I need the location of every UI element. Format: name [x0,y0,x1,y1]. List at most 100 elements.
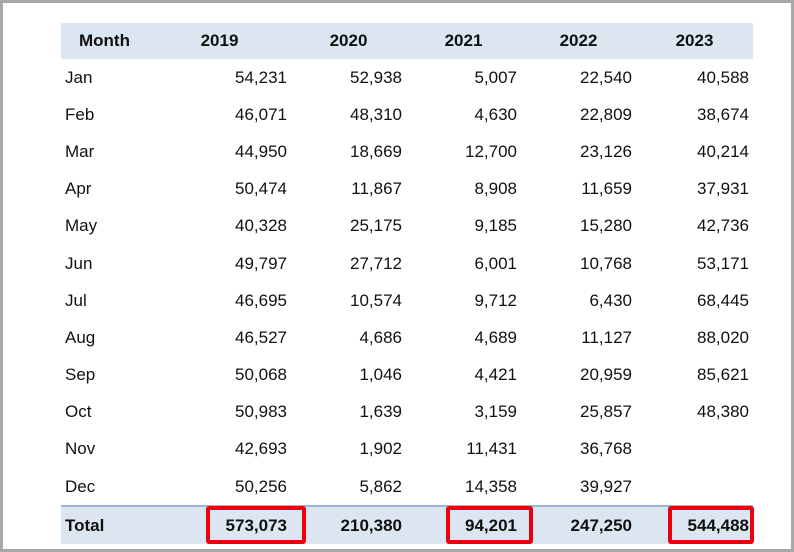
header-2021: 2021 [406,23,521,59]
value-cell: 1,902 [359,439,402,459]
highlight-box-2023-total [668,506,754,544]
value-cell: 46,071 [235,104,287,124]
table-row: Nov 42,693 1,902 11,431 36,768 [61,431,753,468]
value-cell: 14,358 [465,476,517,496]
month-cell: Apr [65,179,92,199]
value-cell: 54,231 [235,67,287,87]
month-cell: Mar [65,141,95,161]
value-cell: 48,380 [697,402,749,422]
value-cell: 22,540 [580,67,632,87]
value-cell: 23,126 [580,141,632,161]
value-cell: 46,695 [235,290,287,310]
value-cell: 52,938 [350,67,402,87]
table-row: Aug 46,527 4,686 4,689 11,127 88,020 [61,319,753,356]
value-cell: 48,310 [350,104,402,124]
value-cell: 25,857 [580,402,632,422]
value-cell: 11,867 [351,179,402,199]
highlight-box-2021-total [446,506,533,544]
value-cell: 5,862 [359,476,402,496]
table-row: Oct 50,983 1,639 3,159 25,857 48,380 [61,394,753,431]
value-cell: 1,639 [359,402,402,422]
table-row: Sep 50,068 1,046 4,421 20,959 85,621 [61,357,753,394]
month-cell: Jan [65,67,93,87]
value-cell: 11,431 [466,439,517,459]
value-cell: 9,712 [474,290,517,310]
total-2020: 210,380 [291,505,406,545]
table-row: Jul 46,695 10,574 9,712 6,430 68,445 [61,282,753,319]
value-cell: 25,175 [350,216,402,236]
table-row: Dec 50,256 5,862 14,358 39,927 [61,468,753,506]
month-cell: Oct [65,402,92,422]
value-cell: 39,927 [580,476,632,496]
header-month: Month [61,23,148,59]
month-cell: Feb [65,104,95,124]
month-cell: Sep [65,365,96,385]
table-row: Jun 49,797 27,712 6,001 10,768 53,171 [61,245,753,282]
value-cell: 1,046 [359,365,402,385]
value-cell: 36,768 [580,439,632,459]
table-row: Mar 44,950 18,669 12,700 23,126 40,214 [61,133,753,170]
header-2022: 2022 [521,23,636,59]
value-cell: 50,068 [235,365,287,385]
header-2019: 2019 [148,23,291,59]
value-cell: 50,474 [235,179,287,199]
value-cell: 53,171 [697,253,749,273]
value-cell: 12,700 [465,141,517,161]
total-2023: 544,488 [636,505,753,545]
month-cell: Jul [65,290,87,310]
total-2019: 573,073 [148,505,291,545]
value-cell: 8,908 [474,179,517,199]
value-cell [636,468,753,506]
value-cell: 40,328 [235,216,287,236]
month-cell: Jun [65,253,93,273]
spreadsheet-page: Month 2019 2020 2021 2022 2023 Jan 54,23… [3,3,791,549]
table-row: Feb 46,071 48,310 4,630 22,809 38,674 [61,96,753,133]
value-cell: 44,950 [235,141,287,161]
month-cell: Aug [65,327,96,347]
value-cell: 4,689 [474,327,517,347]
value-cell: 20,959 [580,365,632,385]
month-cell: May [65,216,98,236]
value-cell: 27,712 [350,253,402,273]
highlight-box-2019-total [206,506,306,544]
value-cell: 42,693 [235,439,287,459]
value-cell: 50,983 [235,402,287,422]
value-cell: 15,280 [580,216,632,236]
value-cell: 46,527 [235,327,287,347]
total-row: Total 573,073 210,380 94,201 247,250 544… [61,505,753,545]
value-cell: 85,621 [697,365,749,385]
value-cell: 4,686 [359,327,402,347]
month-cell: Nov [65,439,96,459]
value-cell: 11,127 [581,327,632,347]
value-cell: 10,574 [350,290,402,310]
value-cell: 10,768 [580,253,632,273]
value-cell: 11,659 [581,179,632,199]
value-cell: 3,159 [474,402,517,422]
value-cell: 5,007 [474,67,517,87]
header-row: Month 2019 2020 2021 2022 2023 [61,23,753,59]
table-row: Apr 50,474 11,867 8,908 11,659 37,931 [61,171,753,208]
table-row: May 40,328 25,175 9,185 15,280 42,736 [61,208,753,245]
header-2020: 2020 [291,23,406,59]
header-2023: 2023 [636,23,753,59]
table-row: Jan 54,231 52,938 5,007 22,540 40,588 [61,59,753,96]
value-cell: 50,256 [235,476,287,496]
value-cell: 88,020 [697,327,749,347]
value-cell: 68,445 [697,290,749,310]
value-cell: 6,430 [589,290,632,310]
value-cell: 49,797 [235,253,287,273]
value-cell: 38,674 [697,104,749,124]
value-cell: 4,630 [474,104,517,124]
value-cell: 37,931 [697,179,749,199]
value-cell: 4,421 [474,365,517,385]
value-cell: 6,001 [474,253,517,273]
value-cell: 22,809 [580,104,632,124]
value-cell: 18,669 [350,141,402,161]
value-cell: 40,588 [697,67,749,87]
month-cell: Dec [65,476,96,496]
value-cell: 40,214 [697,141,749,161]
value-cell [636,431,753,468]
value-cell: 9,185 [474,216,517,236]
value-cell: 42,736 [697,216,749,236]
monthly-data-table: Month 2019 2020 2021 2022 2023 Jan 54,23… [61,23,753,545]
